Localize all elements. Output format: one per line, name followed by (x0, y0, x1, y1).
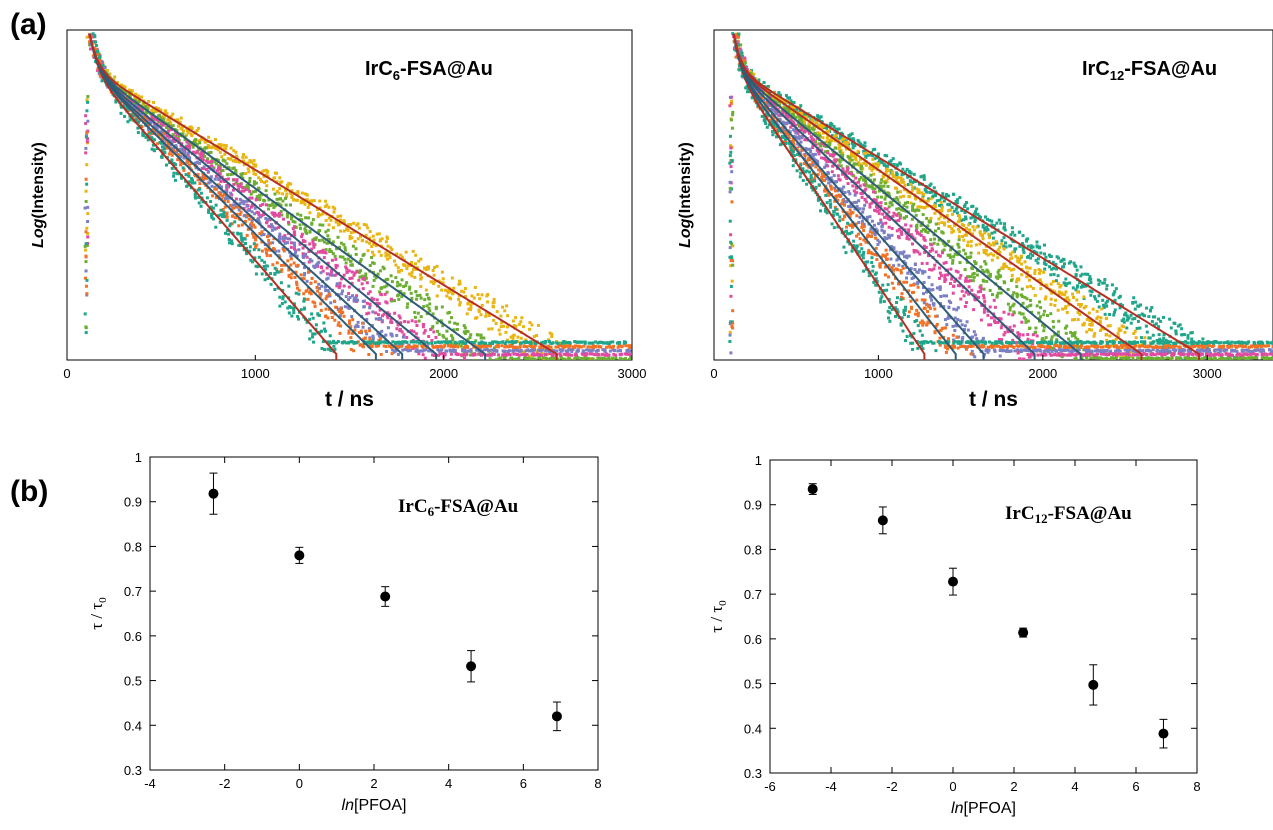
data-point-4 (1018, 627, 1029, 638)
x-tick-label: 4 (445, 776, 452, 791)
fit-curve-series-6 (732, 33, 1143, 360)
data-point-2 (877, 515, 888, 526)
decay-points-series-1 (83, 32, 632, 353)
y-tick-label: 0.8 (124, 539, 142, 554)
x-tick-label: 2000 (429, 366, 458, 381)
x-tick-label: -2 (886, 779, 898, 794)
data-point-5 (1088, 679, 1099, 690)
fit-curve-series-2 (88, 33, 377, 360)
chart-title: IrC12-FSA@Au (1005, 503, 1132, 526)
y-axis-label: τ / τ0 (707, 600, 729, 633)
chart-title: IrC6-FSA@Au (365, 58, 493, 83)
x-tick-label: 0 (949, 779, 956, 794)
x-tick-label: 0 (296, 776, 303, 791)
plot-area (83, 32, 632, 360)
x-tick-label: 8 (1193, 779, 1200, 794)
y-tick-label: 0.6 (124, 629, 142, 644)
x-tick-label: 1000 (864, 366, 893, 381)
y-tick-label: 0.8 (744, 542, 762, 557)
x-axis-label: ln[PFOA] (951, 800, 1016, 817)
decay-chart-irc6: 0 1000 2000 3000 t / ns Log(Intensity) IrC6-FS… (30, 29, 647, 411)
x-tick-label: 2000 (1028, 366, 1057, 381)
y-tick-label: 0.5 (124, 674, 142, 689)
y-tick-label: 0.7 (744, 587, 762, 602)
plot-frame (149, 456, 599, 771)
decay-points-series-6 (728, 32, 1176, 360)
y-tick-label: 0.9 (744, 498, 762, 513)
decay-points-series-3 (728, 34, 1273, 359)
data-point-6 (1158, 728, 1169, 739)
x-axis-label: ln[PFOA] (342, 797, 407, 814)
data-point-3 (380, 591, 391, 602)
decay-points-series-6 (84, 32, 596, 360)
plot-area (728, 32, 1273, 360)
x-axis-label: t / ns (969, 388, 1018, 411)
x-tick-label: -2 (219, 776, 231, 791)
fit-curve-series-5 (88, 33, 487, 360)
data-point-1 (807, 484, 818, 495)
fit-curve-series-5 (732, 33, 1082, 360)
x-tick-label: 3000 (618, 366, 647, 381)
decay-points-series-7 (728, 33, 1236, 360)
x-tick-label: 2 (1010, 779, 1017, 794)
y-tick-label: 1 (135, 450, 142, 465)
fit-curve-series-7 (732, 33, 1200, 360)
x-tick-label: -4 (144, 776, 156, 791)
x-tick-label: -4 (825, 779, 837, 794)
x-tick-label: 0 (63, 366, 70, 381)
x-tick-label: 2 (370, 776, 377, 791)
fit-curve-series-6 (88, 33, 558, 360)
y-tick-label: 0.9 (124, 495, 142, 510)
fit-curve-series-3 (88, 33, 404, 360)
x-tick-label: 1000 (241, 366, 270, 381)
plot-frame (713, 29, 1273, 361)
x-tick-label: 8 (594, 776, 601, 791)
x-tick-label: 6 (1132, 779, 1139, 794)
data-point-3 (948, 576, 958, 587)
decay-points-series-5 (728, 32, 1273, 360)
decay-points-series-2 (729, 33, 1273, 356)
decay-points-series-3 (83, 33, 632, 356)
x-tick-label: 4 (1071, 779, 1078, 794)
y-tick-label: 0.4 (744, 721, 762, 736)
y-tick-label: 1 (755, 453, 762, 468)
x-tick-label: 6 (520, 776, 527, 791)
decay-points-series-4 (84, 33, 632, 360)
fit-curve-series-2 (732, 33, 957, 360)
fit-curve-series-4 (88, 33, 438, 360)
decay-chart-irc12: 0 1000 2000 3000 t / ns Log(Intensity) IrC12-F… (677, 29, 1273, 411)
data-point-5 (551, 711, 562, 722)
y-tick-label: 0.3 (124, 763, 142, 778)
decay-points-series-2 (83, 34, 632, 356)
x-tick-label: 0 (710, 366, 717, 381)
y-axis-label: τ / τ0 (87, 597, 109, 630)
y-tick-label: 0.6 (744, 632, 762, 647)
x-tick-label: 3000 (1193, 366, 1222, 381)
y-tick-label: 0.5 (744, 677, 762, 692)
fit-curve-series-1 (88, 33, 338, 360)
panel-label-b: (b) (10, 475, 49, 508)
fit-curve-series-4 (732, 33, 1036, 360)
plot-frame (66, 29, 633, 361)
y-tick-label: 0.4 (124, 718, 142, 733)
ratio-chart-irc12: -6 -4 -2 0 2 4 6 8 0.3 0.4 0.5 0.6 0.7 0.8 0.9 1 ln[PFOA… (707, 453, 1201, 817)
y-axis-label: Log(Intensity) (30, 142, 47, 248)
chart-title: IrC12-FSA@Au (1082, 58, 1217, 83)
fit-curve-series-3 (732, 33, 985, 360)
y-tick-label: 0.7 (124, 584, 142, 599)
data-point-4 (466, 661, 477, 672)
data-point-2 (294, 550, 305, 561)
ratio-chart-irc6: -4 -2 0 2 4 6 8 0.3 0.4 0.5 0.6 0.7 0.8 0.9 1 ln[PFOA] τ… (87, 450, 602, 814)
data-point-1 (208, 488, 219, 499)
x-tick-label: -6 (764, 779, 776, 794)
fit-curve-series-1 (732, 33, 926, 360)
x-axis-label: t / ns (325, 388, 374, 411)
decay-points-series-4 (728, 34, 1273, 360)
plot-frame (769, 459, 1198, 774)
y-axis-label: Log(Intensity) (677, 142, 694, 248)
decay-points-series-1 (728, 32, 1273, 353)
y-tick-label: 0.3 (744, 766, 762, 781)
chart-title: IrC6-FSA@Au (398, 496, 519, 519)
panel-label-a: (a) (10, 8, 47, 41)
